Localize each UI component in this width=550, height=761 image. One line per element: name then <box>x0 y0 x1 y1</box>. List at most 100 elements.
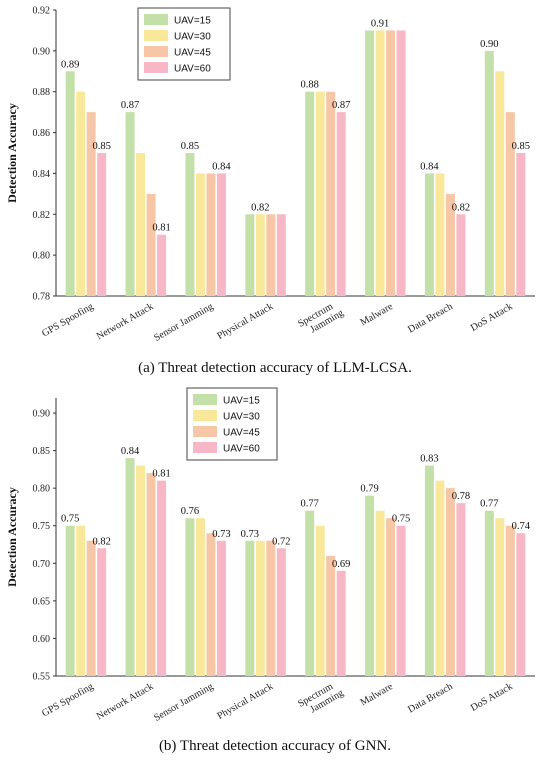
bar <box>386 518 396 676</box>
bar <box>65 525 75 676</box>
bar <box>86 540 96 676</box>
bar <box>206 533 216 676</box>
data-label: 0.87 <box>121 100 139 111</box>
bar <box>365 30 375 297</box>
y-tick-label: 0.90 <box>33 46 51 57</box>
data-label: 0.81 <box>152 469 170 480</box>
bar <box>266 540 276 676</box>
legend-label: UAV=30 <box>223 412 260 423</box>
bar <box>125 458 135 676</box>
data-label: 0.74 <box>512 521 531 532</box>
legend-swatch <box>193 442 217 453</box>
category-label: GPS Spoofing <box>40 681 95 719</box>
bar <box>195 518 205 676</box>
bar <box>456 503 466 676</box>
data-label: 0.75 <box>61 514 79 525</box>
data-label: 0.69 <box>332 559 350 570</box>
bar <box>185 518 195 676</box>
data-label: 0.84 <box>121 446 140 457</box>
bar <box>255 214 265 296</box>
chart-panel-a: 0.78 0.80 0.82 0.84 0.86 0.88 0.90 0.92 Detectio… <box>5 6 535 376</box>
data-label: 0.85 <box>181 141 199 152</box>
bar <box>185 153 195 296</box>
legend-label: UAV=15 <box>174 16 211 27</box>
data-label: 0.72 <box>272 536 290 547</box>
y-tick-label: 0.80 <box>33 484 51 495</box>
bar <box>445 488 455 676</box>
y-tick-label: 0.60 <box>33 634 51 645</box>
bar <box>505 112 515 297</box>
data-label: 0.84 <box>420 161 439 172</box>
data-label: 0.79 <box>360 484 378 495</box>
bar <box>97 153 107 296</box>
bar <box>424 173 434 296</box>
bar <box>305 510 315 676</box>
category-label: Physical Attack <box>215 301 275 342</box>
category-label: Malware <box>359 301 396 329</box>
data-label: 0.77 <box>480 499 498 510</box>
bar <box>136 465 146 676</box>
y-tick-label: 0.92 <box>33 6 51 17</box>
bar <box>495 518 505 676</box>
legend-label: UAV=60 <box>174 64 211 75</box>
bar <box>146 193 156 296</box>
y-tick-label: 0.55 <box>33 672 51 683</box>
bar <box>65 71 75 297</box>
legend-swatch <box>193 426 217 437</box>
y-tick-label: 0.80 <box>33 251 51 262</box>
data-label: 0.77 <box>301 499 319 510</box>
y-tick-label: 0.85 <box>33 446 51 457</box>
y-tick-label: 0.78 <box>33 292 51 303</box>
bar <box>206 173 216 296</box>
bar <box>435 173 445 296</box>
data-label: 0.90 <box>480 39 498 50</box>
bar <box>396 30 406 297</box>
bar <box>505 525 515 676</box>
bar <box>315 525 325 676</box>
category-label: Data Breach <box>406 301 455 335</box>
bar <box>396 525 406 676</box>
y-tick-label: 0.65 <box>33 596 51 607</box>
data-label: 0.75 <box>392 514 410 525</box>
bar <box>97 548 107 676</box>
bar <box>255 540 265 676</box>
bar <box>125 112 135 297</box>
bar <box>76 91 86 296</box>
data-label: 0.73 <box>241 529 259 540</box>
bar <box>146 473 156 676</box>
category-label: DoS Attack <box>469 301 515 334</box>
bar <box>365 495 375 676</box>
bar <box>216 173 226 296</box>
legend-swatch <box>144 62 168 73</box>
legend-label: UAV=45 <box>174 48 211 59</box>
bar <box>495 71 505 297</box>
bar <box>484 510 494 676</box>
legend-swatch <box>144 46 168 57</box>
bar <box>424 465 434 676</box>
bar <box>245 214 255 296</box>
y-axis-title: Detection Accuracy <box>5 487 19 587</box>
chart-panel-b: 0.55 0.60 0.65 0.70 0.75 0.80 0.85 0.90 Detectio… <box>5 387 535 754</box>
bar <box>157 234 167 296</box>
data-label: 0.87 <box>332 100 350 111</box>
y-tick-label: 0.75 <box>33 521 51 532</box>
legend-swatch <box>144 14 168 25</box>
data-label: 0.78 <box>452 491 470 502</box>
data-label: 0.73 <box>212 529 230 540</box>
data-label: 0.85 <box>93 141 111 152</box>
bar <box>276 548 286 676</box>
data-label: 0.85 <box>512 141 530 152</box>
category-label: Sensor Jamming <box>152 681 215 724</box>
bar <box>375 510 385 676</box>
bar <box>435 480 445 676</box>
bar <box>445 193 455 296</box>
category-label: Network Attack <box>95 681 156 722</box>
legend-label: UAV=30 <box>174 32 211 43</box>
category-label: Physical Attack <box>215 681 275 722</box>
bar <box>276 214 286 296</box>
bar <box>336 112 346 297</box>
legend-swatch <box>144 30 168 41</box>
data-label: 0.89 <box>61 59 79 70</box>
bar <box>326 91 336 296</box>
